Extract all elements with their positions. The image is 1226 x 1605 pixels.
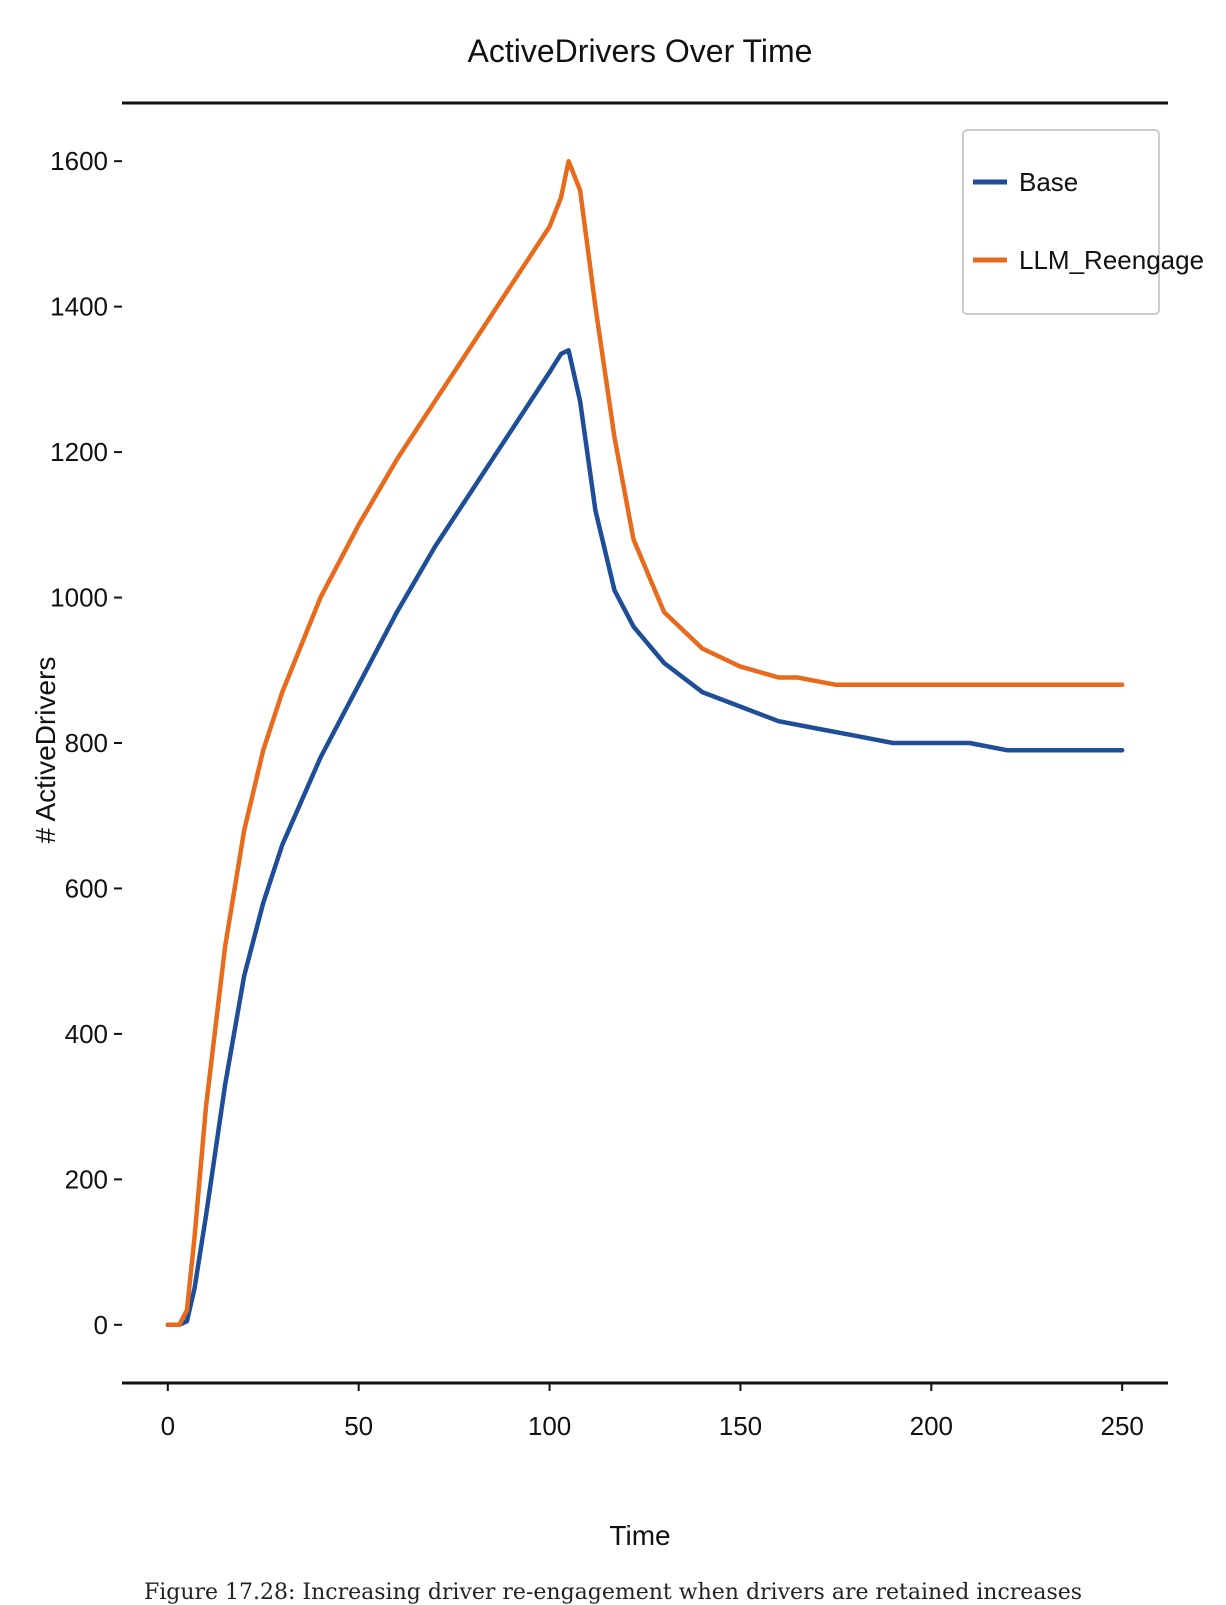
y-tick-label: 1000	[50, 583, 108, 613]
series-line-llm-reengage	[165, 158, 1125, 1328]
y-tick-label: 400	[65, 1019, 108, 1049]
x-tick-label: 0	[161, 1411, 175, 1441]
chart-title: ActiveDrivers Over Time	[468, 33, 813, 69]
y-axis-label: # ActiveDrivers	[30, 657, 61, 844]
x-tick-label: 250	[1100, 1411, 1143, 1441]
y-axis: 0 200 400 600 800 1000 1200 1400 1600	[50, 146, 122, 1340]
legend: Base LLM_Reengage	[962, 129, 1204, 315]
x-tick-label: 50	[344, 1411, 373, 1441]
plot-area	[122, 101, 1168, 1385]
y-tick-label: 200	[65, 1164, 108, 1194]
x-tick-label: 100	[528, 1411, 571, 1441]
y-tick-label: 1400	[50, 292, 108, 322]
figure-caption: Figure 17.28: Increasing driver re-engag…	[143, 1580, 1083, 1605]
y-tick-label: 1600	[50, 146, 108, 176]
x-axis: 0 50 100 150 200 250	[161, 1383, 1144, 1441]
legend-label: LLM_Reengage	[1019, 245, 1204, 275]
y-tick-label: 800	[65, 728, 108, 758]
legend-box	[962, 129, 1160, 315]
x-tick-label: 200	[910, 1411, 953, 1441]
y-tick-label: 600	[65, 873, 108, 903]
x-axis-label: Time	[609, 1520, 670, 1551]
x-tick-label: 150	[719, 1411, 762, 1441]
y-tick-label: 0	[94, 1310, 108, 1340]
legend-label: Base	[1019, 167, 1078, 197]
y-tick-label: 1200	[50, 437, 108, 467]
series-line-base	[165, 348, 1125, 1328]
